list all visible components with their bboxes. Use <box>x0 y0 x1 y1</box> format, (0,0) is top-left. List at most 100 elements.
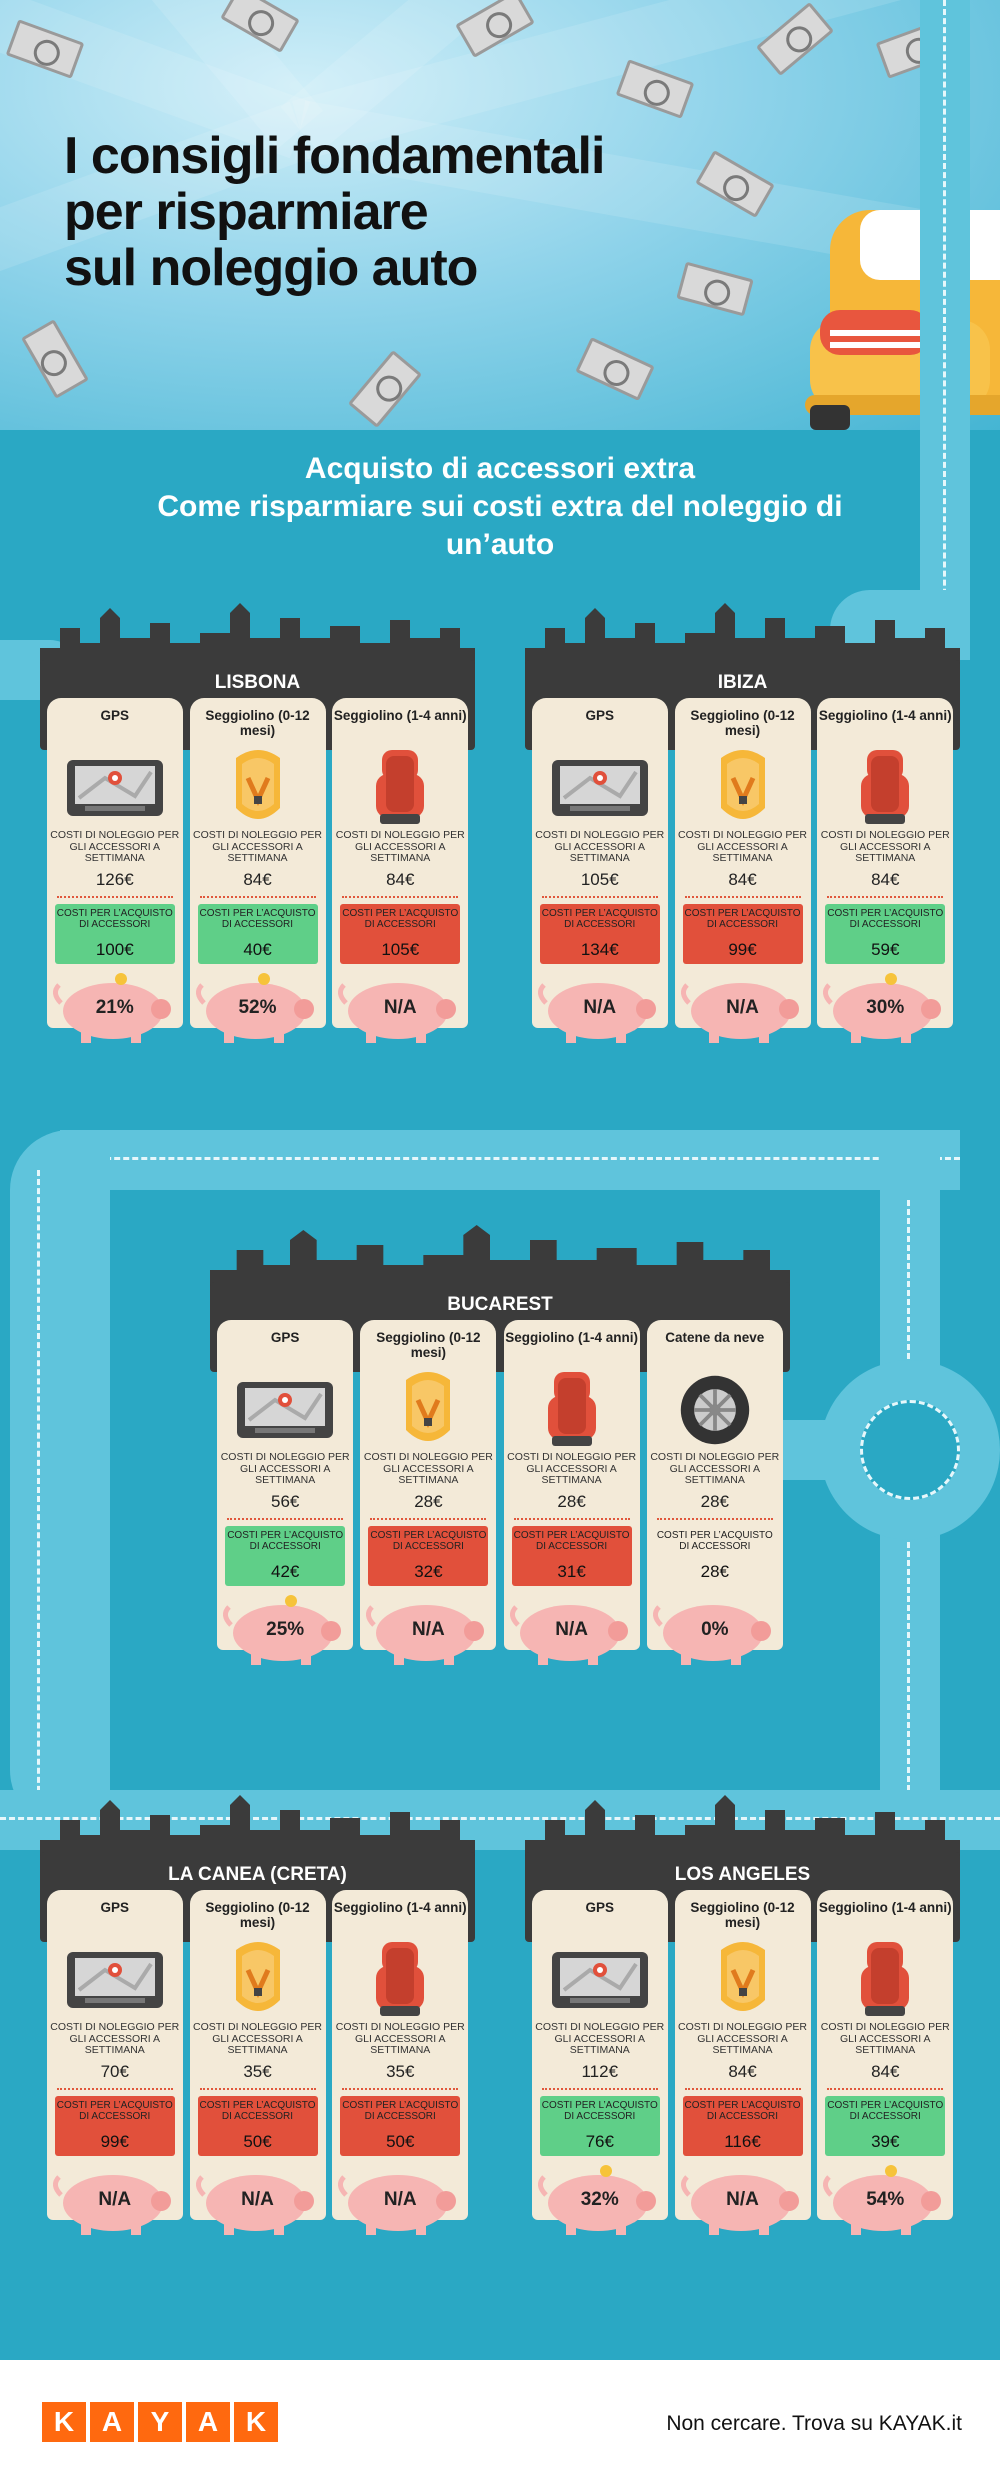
divider <box>541 2088 658 2090</box>
purchase-cost-box: COSTI PER L’ACQUISTO DI ACCESSORI 31€ <box>511 1526 632 1586</box>
saving-percent: N/A <box>98 2189 132 2210</box>
purchase-cost-label: COSTI PER L’ACQUISTO DI ACCESSORI <box>56 2100 173 2122</box>
piggy-bank-icon: N/A <box>194 2165 322 2235</box>
purchase-cost-value: 32€ <box>414 1562 443 1581</box>
purchase-cost-label: COSTI PER L’ACQUISTO DI ACCESSORI <box>684 908 801 930</box>
kayak-logo[interactable]: K A Y A K <box>42 2402 278 2442</box>
gps-icon <box>47 748 183 828</box>
saving-percent: 54% <box>866 2189 905 2210</box>
banknote-icon <box>21 319 89 399</box>
accessory-card: Seggiolino (1-4 anni) COSTI DI NOLEGGIO … <box>817 1890 954 2235</box>
purchase-cost-value: 59€ <box>871 940 900 959</box>
rental-cost-label: COSTI DI NOLEGGIO PER GLI ACCESSORI A SE… <box>220 1451 350 1486</box>
accessory-title: Seggiolino (0-12 mesi) <box>690 1900 795 1930</box>
gps-icon <box>217 1370 353 1450</box>
city-block-lisbona: LISBONA GPS COSTI DI NOLEGGIO PER GLI AC… <box>40 598 475 1138</box>
divider <box>199 2088 316 2090</box>
accessory-card: Catene da neve COSTI DI NOLEGGIO PER GLI… <box>646 1320 783 1665</box>
purchase-cost-label: COSTI PER L’ACQUISTO DI ACCESSORI <box>513 1530 630 1552</box>
purchase-cost-box: COSTI PER L’ACQUISTO DI ACCESSORI 39€ <box>825 2096 946 2156</box>
purchase-cost-value: 39€ <box>871 2132 900 2151</box>
city-block-los-angeles: LOS ANGELES GPS COSTI DI NOLEGGIO PER GL… <box>525 1790 960 2330</box>
logo-letter: K <box>234 2402 278 2442</box>
subtitle-line: un’auto <box>445 528 555 561</box>
saving-percent: 0% <box>701 1619 729 1640</box>
purchase-cost-box: COSTI PER L’ACQUISTO DI ACCESSORI 76€ <box>539 2096 660 2156</box>
accessory-card: Seggiolino (0-12 mesi) COSTI DI NOLEGGIO… <box>360 1320 497 1665</box>
infant-seat-icon <box>190 1940 326 2020</box>
title-line: I consigli fondamentali <box>64 127 605 185</box>
purchase-cost-label: COSTI PER L’ACQUISTO DI ACCESSORI <box>827 2100 944 2122</box>
divider <box>513 1518 630 1520</box>
divider <box>370 1518 487 1520</box>
saving-percent: N/A <box>383 997 417 1018</box>
purchase-cost-label: COSTI PER L’ACQUISTO DI ACCESSORI <box>684 2100 801 2122</box>
piggy-bank-icon: 25% <box>221 1595 349 1665</box>
piggy-bank-icon: 0% <box>651 1595 779 1665</box>
divider <box>342 2088 459 2090</box>
child-seat-icon <box>332 748 468 828</box>
purchase-cost-label: COSTI PER L’ACQUISTO DI ACCESSORI <box>370 1530 487 1552</box>
city-name: LOS ANGELES <box>674 1864 811 1885</box>
accessory-title: Seggiolino (0-12 mesi) <box>690 708 795 738</box>
saving-percent: N/A <box>412 1619 445 1640</box>
piggy-bank-icon: N/A <box>679 973 807 1043</box>
accessory-title: GPS <box>100 1900 129 1915</box>
saving-percent: N/A <box>726 2189 759 2210</box>
gps-icon <box>47 1940 183 2020</box>
piggy-bank-icon: 32% <box>536 2165 664 2235</box>
purchase-cost-label: COSTI PER L’ACQUISTO DI ACCESSORI <box>342 2100 459 2122</box>
rental-cost-label: COSTI DI NOLEGGIO PER GLI ACCESSORI A SE… <box>335 829 465 864</box>
hero-banner: I consigli fondamentali per risparmiare … <box>0 0 1000 430</box>
rental-cost-value: 28€ <box>700 1492 729 1511</box>
child-seat-icon <box>817 748 953 828</box>
accessory-card: Seggiolino (1-4 anni) COSTI DI NOLEGGIO … <box>332 698 469 1043</box>
city-block-la-canea: LA CANEA (CRETA) GPS COSTI DI NOLEGGIO P… <box>40 1790 475 2330</box>
footer-tagline[interactable]: Non cercare. Trova su KAYAK.it <box>666 2412 962 2435</box>
accessory-card: Seggiolino (1-4 anni) COSTI DI NOLEGGIO … <box>817 698 954 1043</box>
divider <box>56 2088 173 2090</box>
piggy-bank-icon: N/A <box>336 2165 464 2235</box>
piggy-bank-icon: N/A <box>679 2165 807 2235</box>
purchase-cost-box: COSTI PER L’ACQUISTO DI ACCESSORI 100€ <box>54 904 175 964</box>
saving-percent: 30% <box>866 997 905 1018</box>
footer: K A Y A K Non cercare. Trova su KAYAK.it <box>0 2360 1000 2474</box>
accessory-card: Seggiolino (0-12 mesi) COSTI DI NOLEGGIO… <box>674 1890 811 2235</box>
divider <box>684 2088 801 2090</box>
rental-cost-value: 105€ <box>580 870 619 889</box>
accessory-title: Seggiolino (1-4 anni) <box>818 1900 952 1915</box>
accessory-title: GPS <box>100 708 129 723</box>
road-marking <box>0 1817 1000 1820</box>
rental-cost-label: COSTI DI NOLEGGIO PER GLI ACCESSORI A SE… <box>650 1451 780 1486</box>
city-name: LISBONA <box>214 672 301 693</box>
purchase-cost-box: COSTI PER L’ACQUISTO DI ACCESSORI 40€ <box>197 904 318 964</box>
accessory-card: Seggiolino (1-4 anni) COSTI DI NOLEGGIO … <box>503 1320 640 1665</box>
purchase-cost-box: COSTI PER L’ACQUISTO DI ACCESSORI 116€ <box>682 2096 803 2156</box>
accessory-card: GPS COSTI DI NOLEGGIO PER GLI ACCESSORI … <box>531 1890 668 2235</box>
purchase-cost-value: 50€ <box>243 2132 272 2151</box>
snow-chain-wheel-icon <box>647 1370 783 1450</box>
accessory-title: Seggiolino (1-4 anni) <box>333 708 467 723</box>
accessory-card: Seggiolino (1-4 anni) COSTI DI NOLEGGIO … <box>332 1890 469 2235</box>
road <box>60 1130 960 1190</box>
title-line: sul noleggio auto <box>64 239 478 297</box>
purchase-cost-box: COSTI PER L’ACQUISTO DI ACCESSORI 28€ <box>655 1526 775 1586</box>
rental-cost-label: COSTI DI NOLEGGIO PER GLI ACCESSORI A SE… <box>50 829 180 864</box>
accessory-card: Seggiolino (0-12 mesi) COSTI DI NOLEGGIO… <box>189 698 326 1043</box>
banknote-icon <box>575 336 655 402</box>
purchase-cost-box: COSTI PER L’ACQUISTO DI ACCESSORI 50€ <box>197 2096 318 2156</box>
accessory-title: GPS <box>585 1900 614 1915</box>
piggy-bank-icon: N/A <box>364 1595 492 1665</box>
child-seat-icon <box>332 1940 468 2020</box>
purchase-cost-label: COSTI PER L’ACQUISTO DI ACCESSORI <box>199 908 316 930</box>
saving-percent: 21% <box>95 997 134 1018</box>
divider <box>541 896 658 898</box>
accessory-title: Seggiolino (1-4 anni) <box>333 1900 467 1915</box>
accessory-title: Seggiolino (0-12 mesi) <box>205 1900 310 1930</box>
accessory-card: GPS COSTI DI NOLEGGIO PER GLI ACCESSORI … <box>217 1320 354 1665</box>
rental-cost-label: COSTI DI NOLEGGIO PER GLI ACCESSORI A SE… <box>193 829 322 864</box>
purchase-cost-label: COSTI PER L’ACQUISTO DI ACCESSORI <box>342 908 459 930</box>
road-marking <box>943 0 946 640</box>
rental-cost-value: 84€ <box>728 870 757 889</box>
rental-cost-label: COSTI DI NOLEGGIO PER GLI ACCESSORI A SE… <box>820 2021 950 2056</box>
